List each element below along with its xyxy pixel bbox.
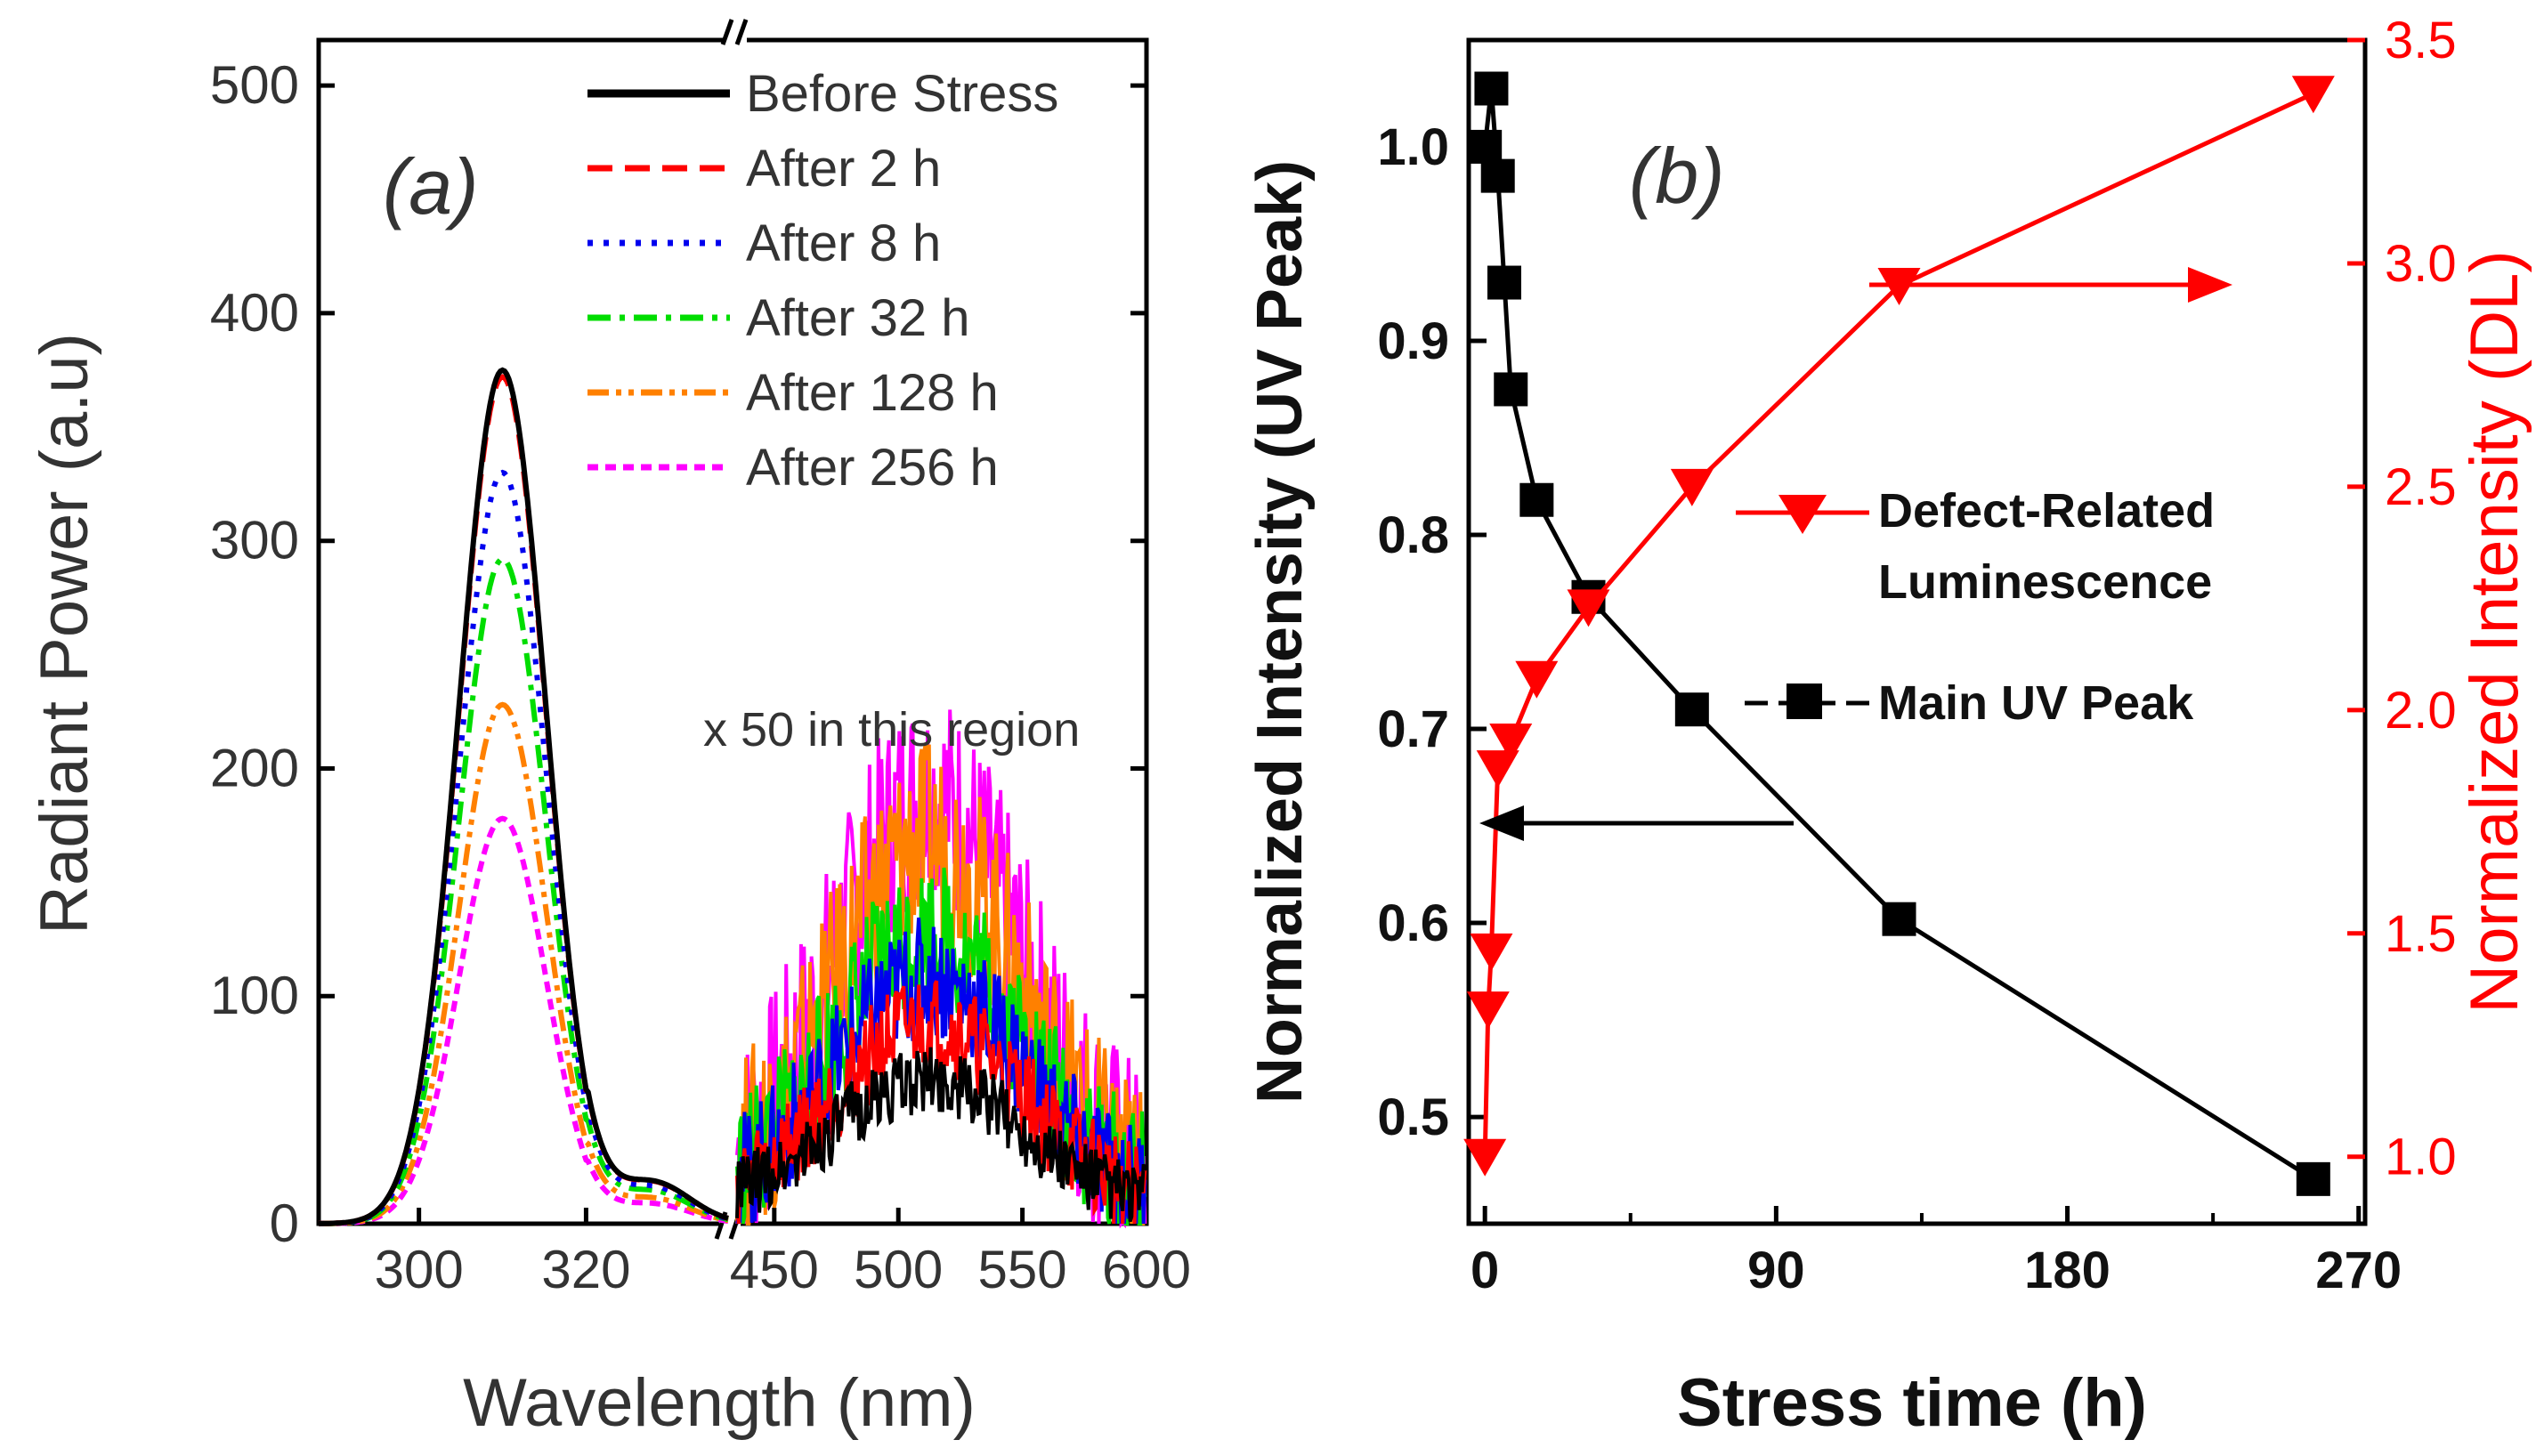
a-y-tick-label: 200 (210, 738, 299, 797)
b-left-tick-label: 0.9 (1377, 312, 1449, 370)
panel-a-y-axis-label: Radiant Power (a.u) (27, 333, 102, 934)
uv-data-point (1674, 692, 1709, 727)
b-right-tick-label: 2.5 (2385, 458, 2457, 516)
b-left-tick-label: 0.5 (1377, 1088, 1449, 1146)
panel-b-right-axis-label: Normalized Intensity (DL) (2457, 250, 2532, 1013)
a-uv-curve (318, 374, 729, 1226)
uv-axis-arrow (1479, 805, 1794, 841)
a-y-tick-label: 0 (270, 1193, 299, 1253)
uv-data-point (1480, 158, 1515, 193)
a-x-tick-label: 450 (730, 1240, 819, 1299)
b-right-tick-label: 3.0 (2385, 235, 2457, 293)
dl-data-point (1670, 468, 1714, 506)
panel-a-x-axis-label: Wavelength (nm) (463, 1365, 976, 1441)
b-left-tick-label: 0.7 (1377, 700, 1449, 758)
b-x-tick-label: 270 (2315, 1242, 2402, 1299)
legend-uv-label: Main UV Peak (1878, 676, 2194, 730)
panel-a-label: (a) (383, 142, 479, 231)
a-y-tick-label: 500 (210, 55, 299, 115)
b-left-tick-label: 0.8 (1377, 506, 1449, 564)
legend-dl-marker (1778, 495, 1827, 534)
dl-data-point (2291, 76, 2335, 114)
dl-data-point (1466, 991, 1510, 1030)
b-x-tick-label: 90 (1747, 1242, 1805, 1299)
a-x-tick-label: 500 (854, 1240, 943, 1299)
a-uv-curve (319, 701, 729, 1226)
panel-b-left-axis-label: Normalized Intensity (UV Peak) (1244, 160, 1316, 1104)
a-legend-label: After 8 h (746, 214, 941, 272)
a-x-tick-label: 600 (1102, 1240, 1191, 1299)
b-left-tick-label: 0.6 (1377, 894, 1449, 952)
region-annotation: x 50 in this region (703, 703, 1080, 756)
panel-b-x-ticks: 0 90 180 270 (1471, 1206, 2402, 1299)
a-y-tick-label: 100 (210, 966, 299, 1025)
uv-data-point (1468, 129, 1503, 164)
a-legend-label: After 128 h (746, 364, 999, 422)
a-legend-label: After 32 h (746, 289, 969, 347)
panel-b-x-axis-label: Stress time (h) (1677, 1365, 2147, 1441)
uv-data-point (1487, 265, 1521, 300)
uv-data-point (1519, 482, 1554, 517)
a-uv-curve (319, 815, 729, 1226)
b-right-tick-label: 2.0 (2385, 682, 2457, 740)
uv-data-point (1494, 372, 1528, 407)
uv-data-point (2296, 1161, 2330, 1196)
panel-b: 0.5 0.6 0.7 0.8 0.9 1.0 1.0 1.5 2.0 2.5 3.0 3.5 0 9… (1244, 12, 2532, 1441)
panel-a-x-ticks: 300 320 450 500 550 600 (375, 1208, 1191, 1299)
a-legend-label: After 256 h (746, 439, 999, 497)
panel-b-frame (1466, 37, 2368, 1226)
a-x-tick-label: 320 (541, 1240, 630, 1299)
legend-uv-marker (1787, 684, 1822, 719)
panel-b-label: (b) (1629, 132, 1725, 220)
dl-data-point (1567, 589, 1610, 627)
a-legend-label: After 2 h (746, 140, 941, 198)
a-y-tick-label: 400 (210, 283, 299, 343)
dl-axis-arrow (1869, 267, 2232, 303)
panel-a-legend: Before Stress After 2 h After 8 h After 32 … (587, 65, 1058, 497)
legend-dl-label-line2: Luminescence (1878, 555, 2212, 609)
panel-a-y-ticks: 0 100 200 300 400 500 (210, 55, 1146, 1253)
dl-series-line (1482, 91, 2314, 1157)
uv-data-point (1882, 902, 1916, 936)
b-x-tick-label: 0 (1471, 1242, 1499, 1299)
panel-b-right-y-ticks: 1.0 1.5 2.0 2.5 3.0 3.5 (2347, 12, 2457, 1186)
a-dl-curve (735, 1047, 1147, 1223)
uv-series-line (1482, 88, 2315, 1182)
legend-dl-label-line1: Defect-Related (1878, 484, 2215, 538)
panel-a-curves (318, 367, 1147, 1229)
a-y-tick-label: 300 (210, 511, 299, 570)
top-axis-break (720, 19, 749, 46)
uv-data-point (1474, 71, 1509, 106)
a-dl-curve (735, 742, 1146, 1225)
a-uv-curve (318, 367, 729, 1226)
b-right-tick-label: 3.5 (2385, 12, 2457, 69)
a-dl-curve (735, 980, 1147, 1225)
dl-data-point (1476, 750, 1519, 789)
dl-data-point (1463, 1138, 1507, 1177)
dl-data-point (1515, 660, 1559, 699)
panel-b-legend: Defect-Related Luminescence Main UV Peak (1736, 484, 2215, 730)
a-x-tick-label: 300 (375, 1240, 464, 1299)
a-uv-curve (319, 469, 729, 1226)
b-left-tick-label: 1.0 (1377, 118, 1449, 176)
a-uv-curve (319, 556, 729, 1226)
panel-b-series (1463, 71, 2335, 1196)
b-right-tick-label: 1.5 (2385, 905, 2457, 963)
panel-b-left-y-ticks: 0.5 0.6 0.7 0.8 0.9 1.0 (1377, 118, 1487, 1146)
b-right-tick-label: 1.0 (2385, 1128, 2457, 1186)
a-legend-label: Before Stress (746, 65, 1058, 123)
a-x-tick-label: 550 (978, 1240, 1067, 1299)
dl-data-point (1489, 723, 1533, 761)
dl-data-point (1470, 933, 1513, 971)
b-x-tick-label: 180 (2024, 1242, 2111, 1299)
